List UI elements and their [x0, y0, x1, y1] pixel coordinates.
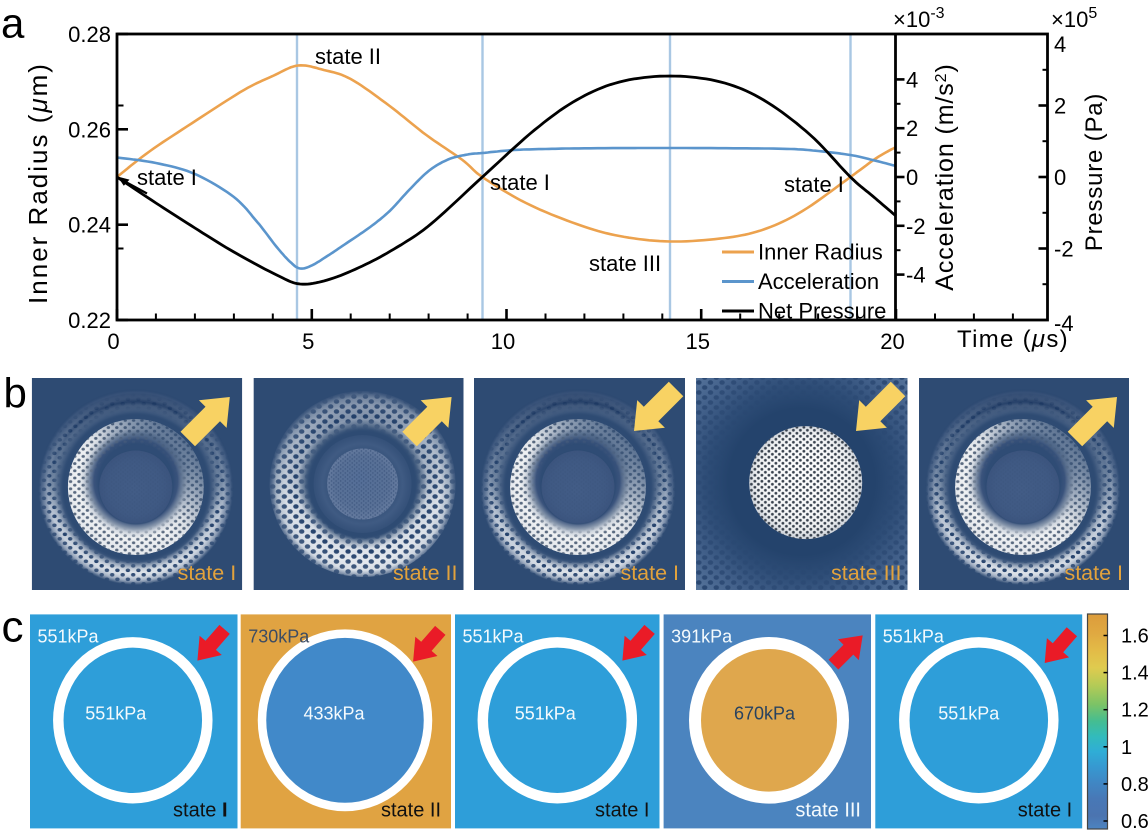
svg-text:-4: -4 [1054, 311, 1074, 336]
svg-text:×105: ×105 [1051, 5, 1097, 32]
svg-text:state II: state II [315, 44, 381, 69]
svg-text:-2: -2 [906, 214, 926, 239]
svg-text:0.24: 0.24 [68, 213, 111, 238]
svg-text:2: 2 [1054, 94, 1066, 119]
svg-text:670kPa: 670kPa [734, 703, 796, 723]
svg-text:20: 20 [880, 329, 904, 354]
svg-text:0.8: 0.8 [1121, 774, 1148, 796]
svg-text:c: c [2, 602, 24, 651]
svg-text:×10-3: ×10-3 [893, 5, 945, 32]
svg-text:433kPa: 433kPa [303, 703, 365, 723]
svg-text:1.2: 1.2 [1121, 700, 1148, 722]
svg-text:2: 2 [906, 116, 918, 141]
svg-text:Acceleration: Acceleration [758, 269, 879, 294]
svg-text:551kPa: 551kPa [463, 626, 525, 646]
svg-text:state III: state III [831, 561, 902, 585]
svg-text:state I: state I [595, 799, 649, 821]
svg-text:730kPa: 730kPa [248, 626, 310, 646]
svg-text:Pressure (Pa): Pressure (Pa) [1081, 93, 1108, 251]
svg-text:state I: state I [620, 561, 679, 585]
svg-text:state I: state I [784, 172, 844, 197]
svg-text:0.26: 0.26 [68, 117, 111, 142]
svg-text:-2: -2 [1054, 237, 1074, 262]
svg-text:Time (μs): Time (μs) [957, 326, 1069, 353]
svg-text:0.28: 0.28 [68, 22, 111, 47]
svg-text:state I: state I [173, 799, 227, 821]
svg-text:a: a [1, 0, 25, 47]
svg-text:b: b [4, 370, 27, 417]
svg-text:Inner Radius (μm): Inner Radius (μm) [23, 62, 53, 304]
svg-text:0.22: 0.22 [68, 308, 111, 333]
svg-text:state II: state II [381, 799, 441, 821]
svg-text:state I: state I [1018, 799, 1072, 821]
svg-text:0: 0 [1054, 165, 1066, 190]
svg-text:551kPa: 551kPa [38, 626, 100, 646]
svg-text:10: 10 [491, 329, 515, 354]
svg-text:1.4: 1.4 [1121, 663, 1148, 685]
svg-text:state III: state III [795, 799, 861, 821]
svg-text:state I: state I [1064, 561, 1123, 585]
svg-text:state I: state I [137, 165, 197, 190]
svg-text:551kPa: 551kPa [938, 703, 1000, 723]
svg-text:0: 0 [107, 329, 119, 354]
svg-text:0: 0 [906, 165, 918, 190]
svg-text:state I: state I [490, 170, 550, 195]
svg-text:4: 4 [1054, 32, 1066, 57]
svg-text:391kPa: 391kPa [671, 626, 733, 646]
svg-text:551kPa: 551kPa [515, 703, 577, 723]
svg-text:4: 4 [906, 67, 918, 92]
svg-text:state I: state I [178, 561, 237, 585]
svg-text:551kPa: 551kPa [85, 703, 147, 723]
svg-text:551kPa: 551kPa [883, 626, 945, 646]
svg-text:state III: state III [589, 251, 661, 276]
svg-text:Acceleration (m/s2): Acceleration (m/s2) [931, 63, 959, 290]
svg-text:15: 15 [686, 329, 710, 354]
svg-text:state II: state II [393, 561, 458, 585]
svg-text:Inner Radius: Inner Radius [758, 240, 883, 265]
svg-text:1: 1 [1121, 737, 1132, 759]
svg-text:5: 5 [302, 329, 314, 354]
svg-text:0.6: 0.6 [1121, 811, 1148, 831]
svg-text:1.6: 1.6 [1121, 626, 1148, 648]
svg-text:Net Pressure: Net Pressure [758, 299, 886, 324]
svg-text:-4: -4 [906, 263, 926, 288]
